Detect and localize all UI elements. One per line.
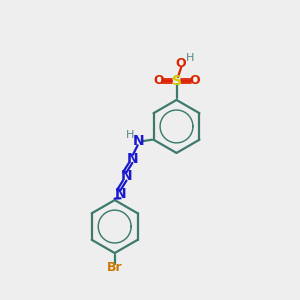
Text: H: H: [126, 130, 134, 140]
Text: N: N: [132, 134, 144, 148]
Text: N: N: [127, 152, 138, 166]
Text: N: N: [121, 169, 132, 184]
Text: O: O: [189, 74, 200, 87]
Text: Br: Br: [107, 261, 122, 274]
Text: O: O: [153, 74, 164, 87]
Text: O: O: [175, 57, 186, 70]
Text: H: H: [186, 53, 194, 63]
Text: S: S: [172, 74, 182, 88]
Text: N: N: [115, 187, 126, 201]
